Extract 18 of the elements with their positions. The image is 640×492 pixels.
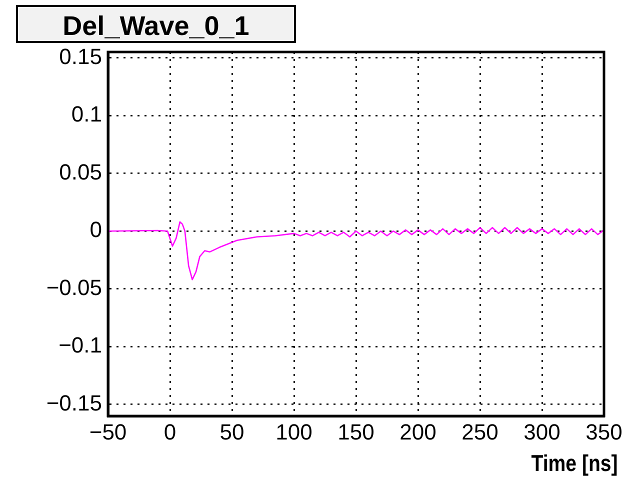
x-tick-label: 100 — [276, 419, 312, 444]
x-tick-label: −50 — [89, 419, 127, 444]
y-tick-label: −0.05 — [46, 274, 102, 300]
y-tick-label: −0.15 — [46, 390, 102, 416]
x-tick-label: 300 — [524, 419, 560, 444]
x-tick-label: 250 — [462, 419, 498, 444]
y-tick-label: 0.15 — [59, 44, 102, 69]
x-tick-label: 150 — [338, 419, 374, 444]
x-tick-label: 350 — [586, 419, 622, 444]
x-axis-title: Time [ns] — [531, 450, 618, 477]
x-tick-label: 0 — [164, 419, 176, 444]
x-tick-label: 50 — [220, 419, 244, 444]
y-tick-label: 0 — [90, 217, 102, 242]
x-tick-label: 200 — [400, 419, 436, 444]
chart-title: Del_Wave_0_1 — [16, 5, 296, 43]
y-tick-label: 0.05 — [59, 159, 102, 184]
y-tick-label: −0.1 — [58, 332, 102, 358]
y-tick-label: 0.1 — [71, 102, 102, 127]
